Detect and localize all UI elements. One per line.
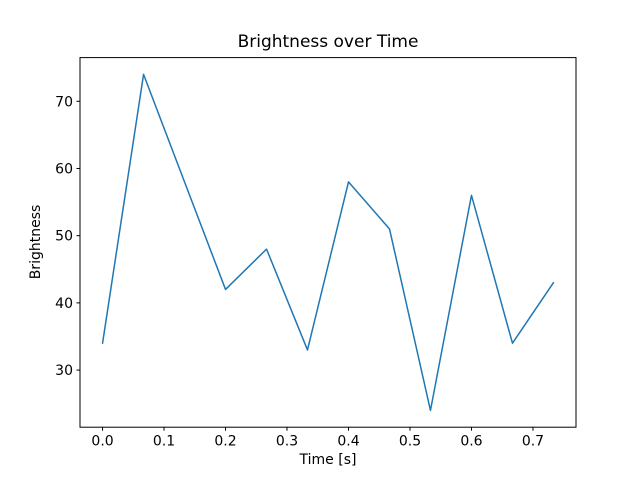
x-axis-label: Time [s] bbox=[299, 452, 357, 468]
y-tick-label: 60 bbox=[55, 161, 73, 177]
x-tick-label: 0.5 bbox=[399, 434, 421, 450]
y-tick-label: 70 bbox=[55, 94, 73, 110]
x-tick-label: 0.4 bbox=[337, 434, 359, 450]
chart-title: Brightness over Time bbox=[238, 32, 419, 52]
data-line-brightness bbox=[101, 73, 555, 412]
y-tick-label: 40 bbox=[55, 296, 73, 312]
x-tick-label: 0.1 bbox=[153, 434, 175, 450]
x-tick-label: 0.6 bbox=[460, 434, 482, 450]
plot-area bbox=[101, 73, 555, 412]
x-tick-label: 0.7 bbox=[522, 434, 544, 450]
y-tick-label: 30 bbox=[55, 363, 73, 379]
axis-ticks: 0.0 0.1 0.2 0.3 0.4 0.5 0.6 0.7 30 40 50 60 70 bbox=[55, 94, 544, 449]
y-tick-label: 50 bbox=[55, 229, 73, 245]
axes-spines bbox=[79, 57, 577, 428]
x-tick-label: 0.2 bbox=[214, 434, 236, 450]
x-tick-label: 0.0 bbox=[91, 434, 113, 450]
y-axis-label: Brightness bbox=[28, 205, 44, 280]
x-tick-label: 0.3 bbox=[276, 434, 298, 450]
